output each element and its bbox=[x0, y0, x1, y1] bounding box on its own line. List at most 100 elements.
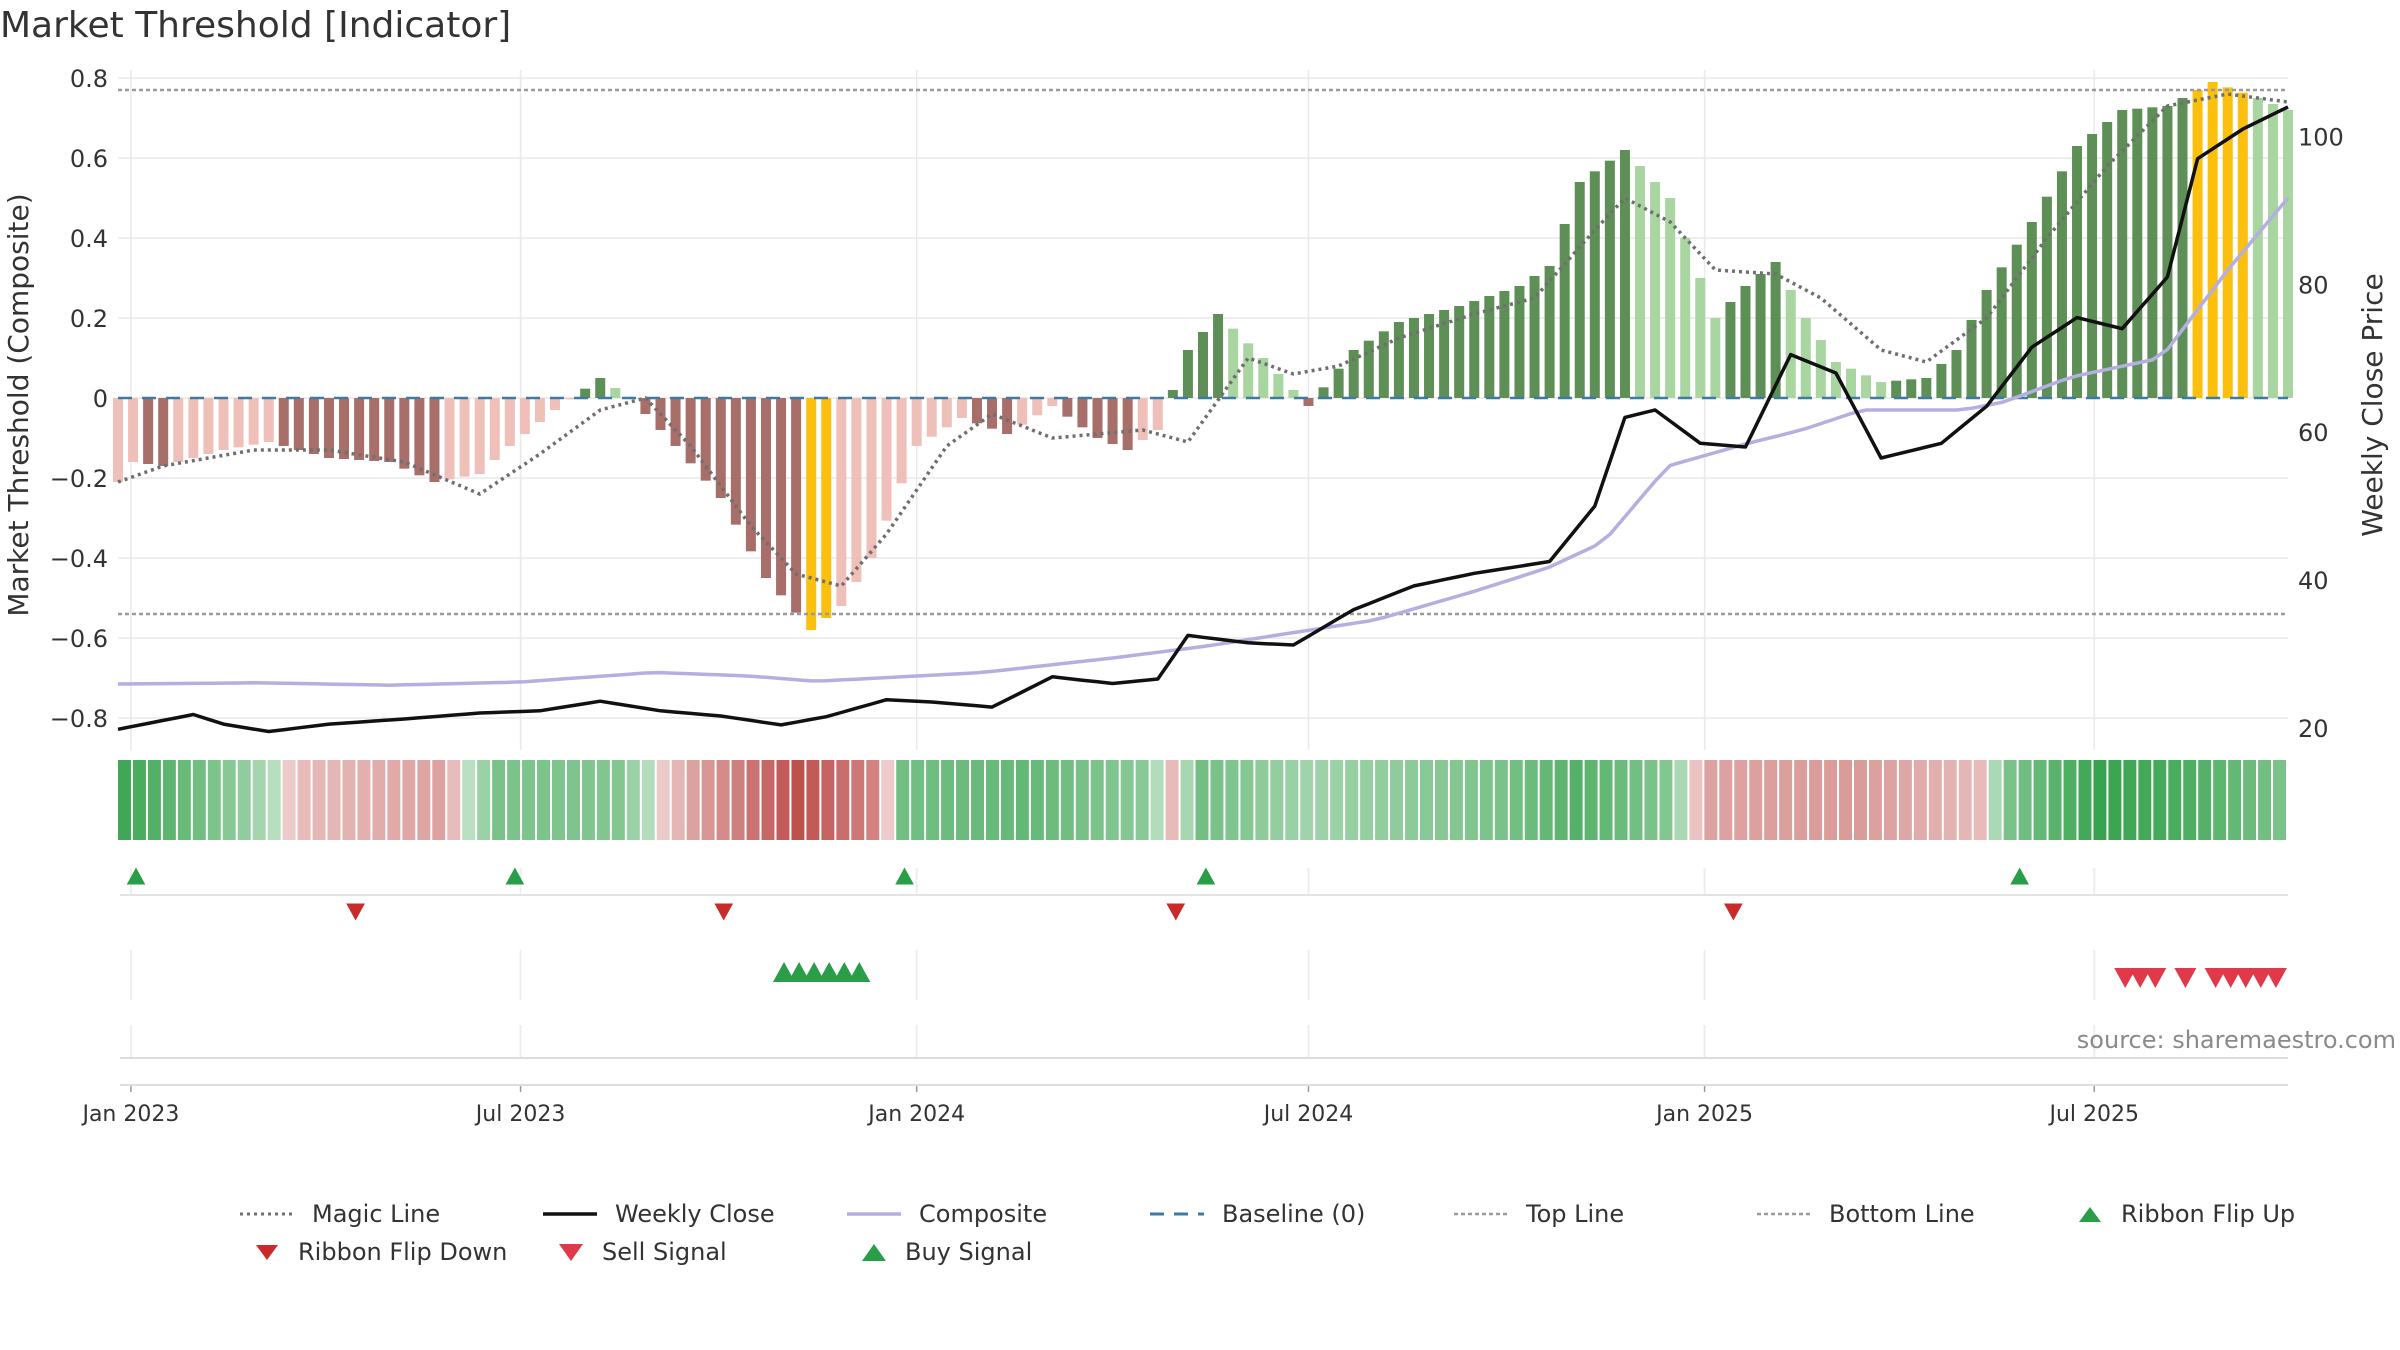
sell-signal-marker bbox=[2129, 968, 2152, 988]
composite-bar bbox=[2252, 98, 2263, 398]
composite-bar bbox=[2147, 107, 2158, 398]
ribbon-cell bbox=[2033, 760, 2047, 840]
ribbon-flip-up-marker bbox=[2010, 867, 2029, 885]
ribbon-cell bbox=[2093, 760, 2107, 840]
sell-signal-marker bbox=[2114, 968, 2137, 988]
composite-bar bbox=[369, 398, 380, 461]
ribbon-cell bbox=[1734, 760, 1748, 840]
composite-bar bbox=[1604, 160, 1615, 398]
ribbon-cell bbox=[2153, 760, 2167, 840]
ribbon-cell bbox=[2018, 760, 2032, 840]
composite-bar bbox=[565, 398, 576, 400]
composite-bar bbox=[2237, 92, 2248, 399]
ribbon-cell bbox=[2003, 760, 2017, 840]
composite-bar bbox=[595, 378, 606, 398]
ribbon-cell bbox=[941, 760, 955, 840]
ribbon-flip-up-icon bbox=[2079, 1207, 2101, 1222]
composite-bar bbox=[1303, 398, 1314, 406]
composite-bar bbox=[1996, 267, 2007, 398]
legend-swatch-top-line bbox=[1454, 1212, 1508, 1216]
ribbon-cell bbox=[1120, 760, 1134, 840]
composite-bar bbox=[1424, 314, 1435, 398]
ribbon-cell bbox=[192, 760, 206, 840]
composite-bar bbox=[1695, 278, 1706, 398]
ribbon-cell bbox=[1464, 760, 1478, 840]
ribbon-flip-up-marker bbox=[1196, 867, 1216, 885]
ribbon-cell bbox=[1569, 760, 1583, 840]
right-tick-label: 60 bbox=[2298, 419, 2329, 447]
composite-bar bbox=[2011, 244, 2022, 398]
composite-bar bbox=[2041, 196, 2052, 398]
composite-bar bbox=[1830, 362, 1841, 398]
composite-bar bbox=[1228, 328, 1239, 398]
ribbon-cell bbox=[1614, 760, 1628, 840]
composite-bar bbox=[248, 398, 259, 445]
legend-item-ribbon-flip-down: Ribbon Flip Down bbox=[252, 1238, 507, 1266]
ribbon-cell bbox=[566, 760, 580, 840]
composite-bar bbox=[2026, 222, 2037, 398]
ribbon-cell bbox=[207, 760, 221, 840]
composite-bar bbox=[2222, 87, 2233, 398]
ribbon-cell bbox=[761, 760, 775, 840]
ribbon-flip-up-marker bbox=[126, 867, 146, 885]
legend-item-baseline: Baseline (0) bbox=[1148, 1200, 1365, 1228]
composite-bar bbox=[971, 398, 982, 424]
composite-bar bbox=[278, 398, 289, 446]
ribbon-layer bbox=[118, 760, 2286, 840]
composite-bar bbox=[1288, 390, 1299, 398]
lines-layer bbox=[117, 88, 2290, 734]
composite-bar bbox=[987, 398, 998, 429]
sell-signal-marker bbox=[2204, 968, 2227, 988]
legend-label-sell-signal: Sell Signal bbox=[602, 1238, 727, 1266]
ribbon-cell bbox=[252, 760, 266, 840]
composite-bar bbox=[1951, 350, 1962, 398]
composite-bar bbox=[700, 398, 711, 481]
ribbon-cell bbox=[581, 760, 595, 840]
composite-bar bbox=[1755, 274, 1766, 398]
composite-bar bbox=[1032, 398, 1043, 416]
ribbon-cell bbox=[1300, 760, 1314, 840]
weekly-close-line bbox=[117, 105, 2289, 734]
right-tick-label: 80 bbox=[2298, 271, 2329, 299]
composite-bar bbox=[1680, 238, 1691, 398]
legend-label-weekly-close: Weekly Close bbox=[615, 1200, 775, 1228]
legend-swatch-composite bbox=[847, 1212, 901, 1216]
left-tick-label: −0.4 bbox=[50, 545, 108, 573]
composite-bar bbox=[1770, 262, 1781, 398]
ribbon-cell bbox=[896, 760, 910, 840]
sell-signal-marker bbox=[2144, 968, 2167, 988]
ribbon-cell bbox=[1105, 760, 1119, 840]
ribbon-cell bbox=[1449, 760, 1463, 840]
composite-bar bbox=[610, 388, 621, 398]
ribbon-cell bbox=[1599, 760, 1613, 840]
composite-bar bbox=[926, 398, 937, 437]
composite-bar bbox=[203, 398, 214, 454]
ribbon-cell bbox=[716, 760, 730, 840]
grid-layer bbox=[118, 70, 2288, 1059]
composite-bar bbox=[354, 398, 365, 460]
ribbon-flip-down-marker bbox=[346, 903, 365, 921]
composite-bar bbox=[2177, 98, 2188, 398]
ribbon-cell bbox=[1195, 760, 1209, 840]
ribbon-cell bbox=[1045, 760, 1059, 840]
composite-bar bbox=[806, 398, 817, 630]
ribbon-cell bbox=[2273, 760, 2286, 840]
composite-bar bbox=[158, 398, 169, 466]
ribbon-cell bbox=[222, 760, 236, 840]
composite-line bbox=[117, 196, 2290, 687]
composite-bar bbox=[1002, 398, 1013, 434]
composite-bar bbox=[2117, 110, 2128, 398]
composite-bar bbox=[821, 398, 832, 618]
composite-bar bbox=[504, 398, 515, 446]
ribbon-cell bbox=[537, 760, 550, 840]
right-tick-label: 40 bbox=[2298, 567, 2329, 595]
composite-bar bbox=[293, 398, 304, 450]
ribbon-cell bbox=[1704, 760, 1718, 840]
ribbon-cell bbox=[1554, 760, 1568, 840]
ribbon-cell bbox=[2258, 760, 2272, 840]
composite-bar bbox=[1182, 350, 1193, 398]
composite-bar bbox=[1454, 306, 1465, 398]
composite-bar bbox=[2283, 110, 2293, 398]
composite-bar bbox=[1062, 398, 1073, 417]
ribbon-cell bbox=[1030, 760, 1044, 840]
